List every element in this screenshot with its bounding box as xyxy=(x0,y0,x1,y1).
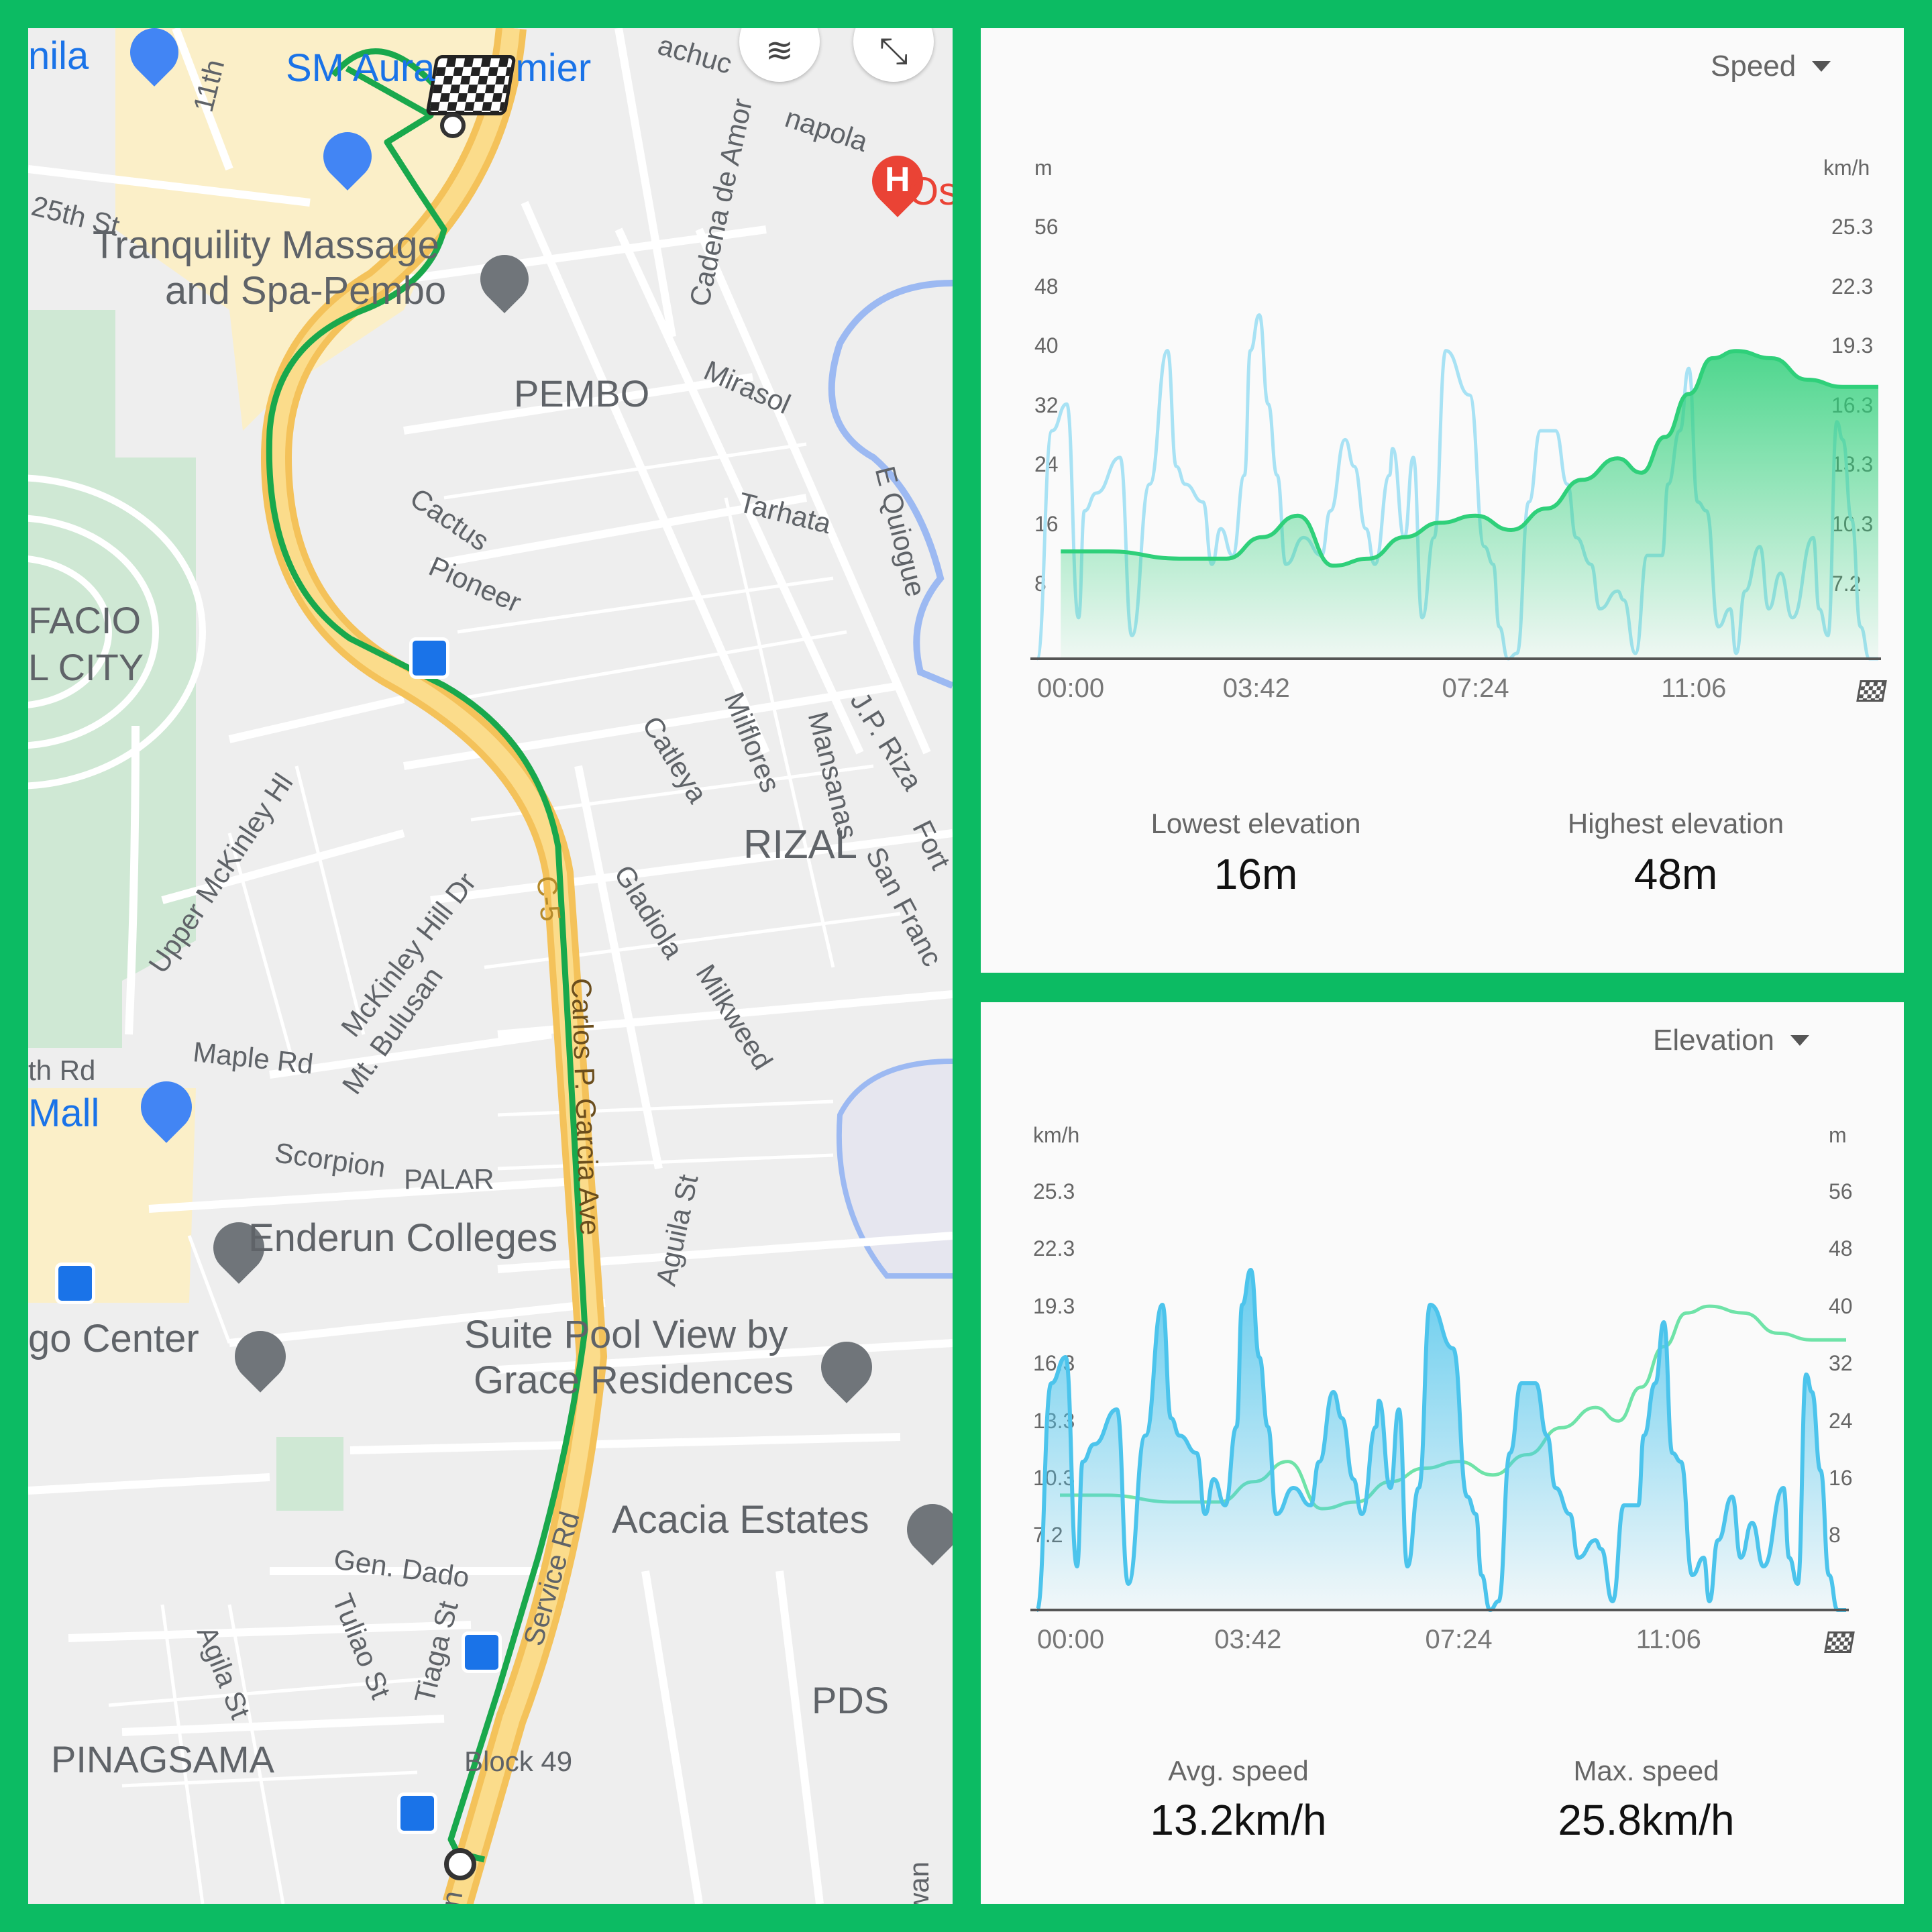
speed-elevation-chart xyxy=(1030,1268,1849,1612)
x-axis-tick: 11:06 xyxy=(1635,1625,1701,1654)
place-label-suite-2: Grace Residences xyxy=(474,1358,794,1402)
park-area xyxy=(28,310,196,1048)
x-axis-tick: 07:24 xyxy=(1425,1625,1493,1654)
left-axis-tick: 32 xyxy=(1034,392,1059,417)
start-point-marker[interactable] xyxy=(444,1848,476,1880)
series-area-speed xyxy=(1037,1270,1846,1610)
left-axis-tick: 48 xyxy=(1034,274,1059,299)
max-speed-value: 25.8km/h xyxy=(1558,1796,1735,1844)
right-axis-tick: 22.3 xyxy=(1831,274,1874,299)
street-block49: Block 49 xyxy=(464,1746,573,1777)
bus-stop-icon[interactable] xyxy=(462,1631,502,1673)
right-axis-unit: km/h xyxy=(1823,156,1870,180)
right-axis-unit: m xyxy=(1829,1123,1847,1147)
place-label-mall: Mall xyxy=(28,1091,100,1135)
right-axis-tick: 48 xyxy=(1829,1236,1853,1261)
highest-elevation-value: 48m xyxy=(1633,850,1718,898)
place-label-tranquility-1: Tranquility Massage xyxy=(93,223,439,267)
left-axis-tick: 56 xyxy=(1034,215,1059,239)
max-speed-label: Max. speed xyxy=(1573,1755,1719,1786)
series-line-speed xyxy=(1035,1268,1846,1612)
city-label-2: L CITY xyxy=(28,646,144,688)
metric-dropdown[interactable]: Elevation xyxy=(1653,1024,1810,1057)
dropdown-arrow-icon xyxy=(1812,61,1831,72)
place-label-hospital: Os xyxy=(908,170,953,213)
dropdown-arrow-icon xyxy=(1790,1035,1810,1046)
series-area-elevation xyxy=(1061,351,1878,659)
left-axis-tick: 40 xyxy=(1034,333,1059,358)
neighborhood-pembo: PEMBO xyxy=(514,372,650,415)
neighborhood-pds: PDS xyxy=(812,1679,890,1721)
route-spur xyxy=(345,66,433,118)
right-axis-tick: 40 xyxy=(1829,1293,1853,1318)
neighborhood-rizal: RIZAL xyxy=(743,822,858,867)
x-axis-tick: 00:00 xyxy=(1037,1625,1105,1654)
right-axis-tick: 19.3 xyxy=(1831,333,1874,358)
river xyxy=(828,280,953,689)
hospital-letter: H xyxy=(885,160,910,199)
dropdown-label: Speed xyxy=(1711,50,1796,83)
neighborhood-pinagsama: PINAGSAMA xyxy=(51,1738,274,1780)
place-label-manila: nila xyxy=(28,34,89,78)
lowest-elevation-label: Lowest elevation xyxy=(1150,808,1361,839)
lowest-elevation-value: 16m xyxy=(1214,850,1298,898)
avg-speed-label: Avg. speed xyxy=(1168,1755,1309,1786)
street-c5: C-5 xyxy=(531,874,567,923)
x-axis-tick: 00:00 xyxy=(1037,674,1105,703)
bus-stop-icon[interactable] xyxy=(397,1792,437,1834)
route-map[interactable]: ≋ ⤡ H SM Aura mier nila Os Tranquility Ma… xyxy=(28,28,953,1904)
commercial-zone-2 xyxy=(28,1088,196,1303)
series-line-elevation xyxy=(1061,349,1878,568)
collapse-button[interactable]: ⤡ xyxy=(853,28,934,82)
street-grid xyxy=(28,28,953,1904)
bus-stop-icon[interactable] xyxy=(409,637,449,679)
right-axis-tick: 16 xyxy=(1829,1466,1853,1490)
route-path xyxy=(266,48,588,1863)
place-label-enderun: Enderun Colleges xyxy=(248,1216,558,1260)
elevation-speed-chart xyxy=(1030,313,1881,661)
park-paths xyxy=(28,474,206,790)
place-label-acacia: Acacia Estates xyxy=(612,1498,869,1542)
left-axis-tick: 25.3 xyxy=(1033,1179,1075,1203)
x-axis-tick: 03:42 xyxy=(1214,1625,1282,1654)
city-label-1: FACIO xyxy=(28,599,142,641)
street-grid-fine xyxy=(108,442,901,1904)
x-axis-tick: 03:42 xyxy=(1222,674,1290,703)
place-label-center: go Center xyxy=(28,1317,199,1360)
right-axis-tick: 56 xyxy=(1829,1179,1853,1203)
map-canvas xyxy=(28,28,953,1904)
x-axis-tick: 11:06 xyxy=(1661,674,1727,703)
collapse-icon: ⤡ xyxy=(879,31,908,71)
left-axis-tick: 19.3 xyxy=(1033,1293,1075,1318)
neighborhood-palar: PALAR xyxy=(404,1163,494,1195)
right-axis-tick: 25.3 xyxy=(1831,215,1874,239)
place-label-sm-aura: SM Aura mier xyxy=(286,46,592,90)
x-axis-tick: 07:24 xyxy=(1442,674,1509,703)
speed-chart-panel: Elevation km/h m 25.322.319.316.313.310.… xyxy=(981,1002,1904,1904)
left-axis-tick: 22.3 xyxy=(1033,1236,1075,1261)
highest-elevation-label: Highest elevation xyxy=(1567,808,1784,839)
dropdown-label: Elevation xyxy=(1653,1024,1775,1057)
right-axis-tick: 24 xyxy=(1829,1408,1853,1433)
finish-point-marker xyxy=(440,113,466,138)
bus-stop-icon[interactable] xyxy=(55,1263,95,1304)
street-th-rd: th Rd xyxy=(28,1055,96,1086)
metric-dropdown[interactable]: Speed xyxy=(1711,50,1831,83)
left-axis-unit: m xyxy=(1034,156,1053,180)
place-label-tranquility-2: and Spa-Pembo xyxy=(165,269,447,313)
layers-icon: ≋ xyxy=(765,32,794,69)
elevation-chart-panel: Speed m km/h 564840322416825.322.319.316… xyxy=(981,28,1904,973)
place-label-suite-1: Suite Pool View by xyxy=(464,1313,788,1356)
avg-speed-value: 13.2km/h xyxy=(1150,1796,1327,1844)
small-park xyxy=(276,1437,343,1511)
right-axis-tick: 8 xyxy=(1829,1523,1841,1548)
left-axis-unit: km/h xyxy=(1033,1123,1080,1147)
right-axis-tick: 32 xyxy=(1829,1351,1853,1376)
street-wan: wan xyxy=(903,1861,934,1904)
